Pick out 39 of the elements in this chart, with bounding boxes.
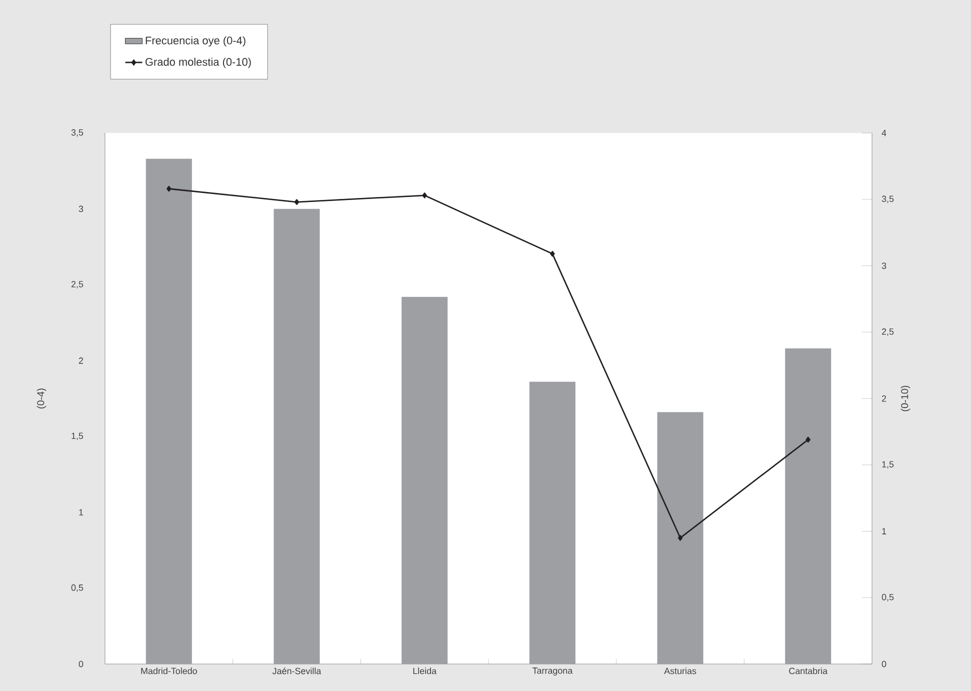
y2-tick-label: 2: [882, 395, 886, 402]
y-tick-label: 1,5: [72, 432, 84, 440]
point: [422, 192, 427, 198]
y-tick-label: 1: [79, 509, 84, 516]
y2-tick-label: 2,5: [882, 328, 894, 336]
bar: [274, 208, 320, 664]
y-tick-label: 2,5: [71, 281, 84, 288]
point: [166, 186, 172, 192]
y-tick-label: 2: [78, 357, 84, 364]
y-tick-label: 3: [78, 206, 84, 212]
x-tick-label: Madrid-Toledo: [141, 668, 197, 674]
x-tick-label: Cantabria: [789, 668, 828, 674]
x-tick-label: Jaén-Sevilla: [272, 668, 322, 674]
bar: [529, 382, 576, 664]
y2-tick-label: 3: [882, 262, 886, 269]
y2-tick-label: 4: [882, 130, 886, 136]
y2-tick-label: 0: [882, 660, 886, 668]
x-tick-label: Asturias: [664, 668, 696, 674]
y2-axis-title: (0-10): [900, 386, 910, 412]
y2-tick-label: 3,5: [882, 196, 894, 204]
x-tick-label: Tarragona: [532, 668, 573, 676]
y-tick-label: 3,5: [71, 129, 84, 137]
bar: [785, 348, 832, 664]
bar: [146, 158, 192, 664]
bar: [657, 412, 704, 664]
y2-tick-label: 0,5: [882, 594, 894, 602]
y-tick-label: 0: [78, 660, 84, 668]
y2-tick-label: 1,5: [882, 461, 894, 469]
y2-tick-label: 1: [882, 528, 886, 534]
y-tick-label: 0,5: [71, 584, 84, 592]
x-tick-label: Lleida: [413, 668, 437, 674]
legend-label: Grado molestia (0-10): [146, 58, 251, 68]
point: [294, 199, 300, 205]
point: [550, 250, 555, 257]
legend-label: Frecuencia oye (0-4): [146, 36, 246, 47]
bar: [402, 296, 448, 664]
point: [806, 436, 810, 443]
y-axis-title: (0-4): [36, 388, 46, 408]
point: [678, 534, 683, 541]
